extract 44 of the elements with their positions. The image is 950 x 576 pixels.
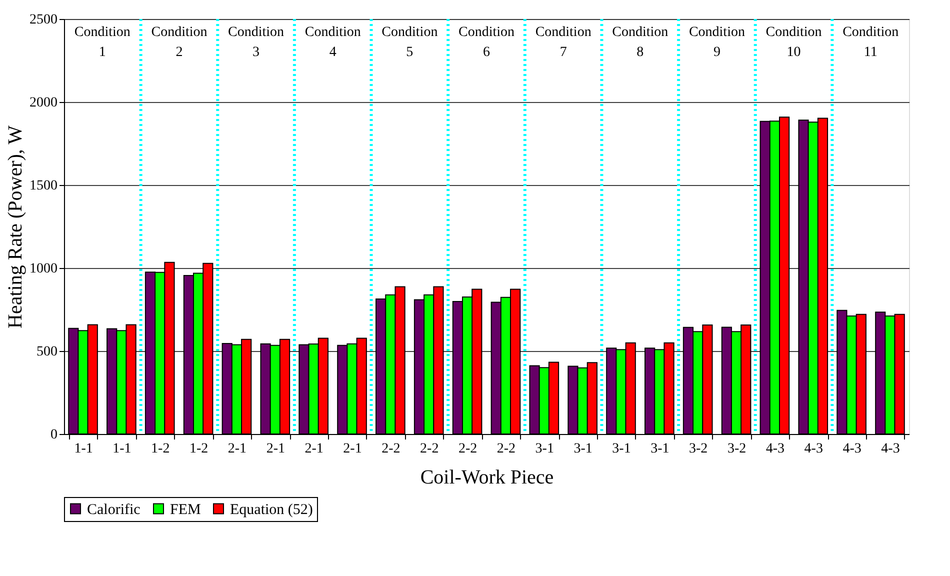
annotation: Condition 2 [151, 25, 208, 60]
annotation: Condition 3 [228, 25, 284, 60]
annotation: Condition 6 [458, 25, 515, 60]
y-tick-label: 1000 [30, 262, 58, 276]
y-tick-label: 2000 [30, 96, 58, 110]
legend-label: Calorific [87, 502, 141, 518]
x-tick-label: 1-1 [74, 442, 93, 456]
x-tick-label: 2-1 [266, 442, 285, 456]
x-tick-label: 3-2 [727, 442, 746, 456]
x-tick-label: 3-1 [650, 442, 670, 456]
y-tick-label: 0 [50, 428, 58, 442]
x-tick-label: 4-3 [804, 442, 823, 456]
annotation: Condition 10 [766, 25, 822, 60]
annotation: Condition 1 [74, 25, 130, 60]
x-tick-label: 1-2 [189, 442, 208, 456]
x-tick-label: 3-1 [612, 442, 631, 456]
y-tick-label: 2500 [30, 12, 58, 28]
x-tick-label: 2-1 [343, 442, 362, 456]
annotation: Condition 9 [688, 25, 745, 60]
x-tick-label: 1-2 [151, 442, 170, 456]
y-tick-label: 1500 [30, 178, 58, 194]
x-tick-label: 4-3 [842, 442, 862, 456]
x-tick-label: 2-1 [304, 442, 324, 456]
y-tick-label: 500 [36, 344, 58, 360]
y-axis-title: Heating Rate (Power), W [4, 125, 26, 328]
x-axis-title: Coil-Work Piece [420, 466, 554, 488]
annotation: Condition 4 [304, 25, 361, 60]
legend-label: FEM [170, 502, 201, 518]
x-tick-label: 2-2 [496, 442, 516, 456]
annotation: Condition 5 [382, 25, 438, 60]
legend-label: Equation (52) [230, 502, 313, 518]
x-tick-label: 2-2 [458, 442, 478, 456]
annotation: Condition 7 [535, 25, 592, 60]
x-tick-label: 2-2 [420, 442, 439, 456]
x-tick-label: 1-1 [112, 442, 132, 456]
x-tick-label: 3-1 [535, 442, 554, 456]
annotation: Condition 8 [612, 25, 668, 60]
x-tick-label: 4-3 [766, 442, 785, 456]
x-tick-label: 2-2 [382, 442, 400, 456]
x-tick-label: 4-3 [881, 442, 900, 456]
x-tick-label: 3-2 [689, 442, 708, 456]
annotation: Condition 11 [842, 25, 899, 60]
x-tick-label: 3-1 [574, 442, 592, 456]
x-tick-label: 2-1 [228, 442, 247, 456]
